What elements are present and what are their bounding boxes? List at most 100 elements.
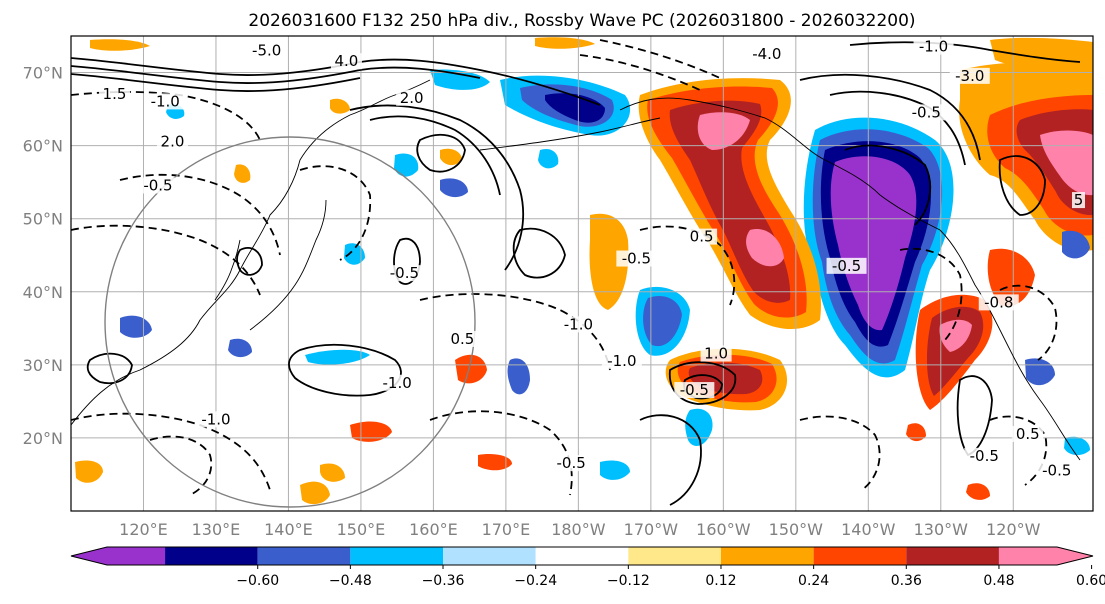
- contour-d14: [999, 284, 1058, 361]
- contour-label-bg: [1012, 425, 1044, 442]
- contour-label-bg: [1072, 192, 1086, 209]
- lat-tick-label: 40°N: [23, 283, 63, 302]
- contour-d11: [899, 247, 963, 341]
- neg-shading-central-mid: [643, 295, 682, 347]
- colorbar-segment: [906, 547, 999, 565]
- pos-shading-w10: [535, 37, 595, 49]
- lon-tick-label: 150°E: [337, 520, 386, 539]
- contour-label: -0.5: [622, 250, 651, 268]
- contour-d15: [149, 435, 213, 496]
- neg-shading-w9: [440, 178, 468, 198]
- contour-label-bg: [913, 38, 954, 55]
- contour-d13: [799, 415, 881, 491]
- contour-label: -0.5: [1042, 461, 1071, 479]
- colorbar-tick-label: −0.48: [329, 573, 372, 589]
- contour-label: -0.5: [912, 103, 941, 121]
- contour-c12: [998, 155, 1046, 216]
- contour-label-bg: [145, 93, 186, 110]
- neg-shading-w11: [538, 148, 559, 169]
- lon-tick-label: 180°W: [551, 520, 606, 539]
- contour-label: -1.0: [151, 92, 180, 110]
- contour-label-bg: [246, 42, 287, 59]
- contour-lines: [71, 41, 1081, 506]
- neg-shading-w7: [600, 460, 630, 480]
- contour-jet-5: [369, 115, 501, 196]
- colorbar-tick-label: −0.36: [422, 573, 465, 589]
- colorbar-segment: [628, 547, 721, 565]
- colorbar: −0.60 −0.48 −0.36 −0.24 −0.12 0.12 0.24 0.36 0.4…: [70, 546, 1105, 589]
- pos-shading-w6: [90, 39, 150, 51]
- pos-shading-w9: [966, 483, 990, 500]
- colorbar-tick-label: 0.60: [1076, 573, 1105, 589]
- map-panel: -5.04.02.01.5 -1.02.0-0.5-0.5-0.50.50.5-1…: [71, 36, 1093, 511]
- pos-shading-w4: [455, 354, 487, 384]
- neg-shading-w10: [394, 153, 419, 177]
- contour-label-bg: [1036, 462, 1077, 479]
- contour-label-bg: [826, 257, 867, 274]
- pos-shading-arctic-right: [990, 37, 1093, 72]
- lon-tick-label: 150°W: [769, 520, 824, 539]
- contour-label: -1.0: [919, 38, 948, 56]
- pos-shading-canada-pink: [1040, 130, 1093, 196]
- colorbar-segment: [165, 547, 258, 565]
- neg-shading-w13: [344, 243, 365, 265]
- contour-c7: [86, 352, 133, 385]
- contour-d3: [71, 224, 261, 296]
- coastlines: [71, 79, 1081, 461]
- contour-label-bg: [964, 447, 1005, 464]
- contour-label: -0.5: [143, 176, 172, 194]
- colorbar-segment: [71, 547, 166, 565]
- lon-tick-label: 120°W: [986, 520, 1041, 539]
- contour-label-bg: [137, 177, 178, 194]
- colorbar-tick-label: −0.12: [607, 573, 650, 589]
- reference-circle: [104, 136, 476, 508]
- contour-jet-4: [349, 104, 525, 271]
- contour-label: 2.0: [161, 133, 185, 151]
- lat-tick-label: 50°N: [23, 210, 63, 229]
- contour-d8: [579, 54, 701, 91]
- lon-tick-label: 170°E: [482, 520, 531, 539]
- contour-d9: [599, 39, 721, 79]
- colorbar-segment: [998, 547, 1093, 565]
- contour-label: -0.5: [832, 257, 861, 275]
- contour-c10: [844, 144, 932, 226]
- lon-tick-label: 170°W: [624, 520, 679, 539]
- colorbar-tick-label: 0.36: [891, 573, 922, 589]
- contour-label-bg: [156, 133, 188, 150]
- contour-label: -1.0: [564, 315, 593, 333]
- contour-label-bg: [558, 316, 599, 333]
- contour-label: -0.5: [970, 447, 999, 465]
- colorbar-outline: [70, 546, 1094, 566]
- coast-korea: [214, 239, 241, 301]
- contour-label-bg: [978, 294, 1019, 311]
- contour-label: 1.0: [704, 345, 728, 363]
- lon-tick-label: 140°E: [264, 520, 313, 539]
- lat-tick-label: 30°N: [23, 356, 63, 375]
- coast-aleutians: [479, 117, 661, 151]
- contour-label-bg: [446, 330, 478, 347]
- contour-label-bg: [330, 53, 362, 70]
- lat-tick-label: 20°N: [23, 429, 63, 448]
- neg-shading-w8: [1064, 436, 1090, 456]
- lon-tick-label: 130°W: [914, 520, 969, 539]
- map-frame: [70, 35, 1094, 512]
- neg-shading-alaska-core: [830, 156, 917, 331]
- contour-label: -1.0: [201, 410, 230, 428]
- pos-shading-w8: [906, 423, 926, 442]
- contour-jet-3: [71, 73, 361, 92]
- colorbar-tick-label: −0.24: [514, 573, 557, 589]
- lon-tick-label: 130°E: [192, 520, 241, 539]
- neg-shading-arctic: [430, 69, 490, 90]
- neg-shading-w2: [305, 349, 370, 365]
- colorbar-segment: [535, 547, 629, 565]
- contour-c15: [236, 247, 263, 276]
- pos-shading-w2: [300, 481, 330, 505]
- contour-label-bg: [674, 382, 715, 399]
- contour-label: -1.0: [383, 374, 412, 392]
- contour-d2: [119, 173, 281, 256]
- contour-label-bg: [396, 89, 428, 106]
- contour-label: 1.5: [103, 85, 127, 103]
- colorbar-segment: [350, 547, 444, 565]
- contour-d12: [989, 415, 1048, 486]
